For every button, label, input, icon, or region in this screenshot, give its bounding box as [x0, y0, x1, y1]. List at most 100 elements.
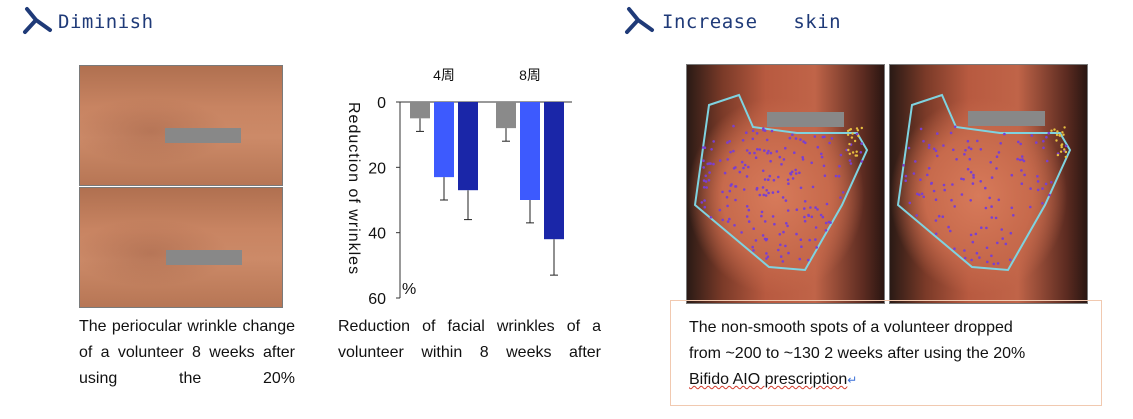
spot-dot	[824, 221, 828, 225]
spot-dot	[936, 132, 939, 135]
spot-dot	[700, 201, 704, 204]
spot-dot	[828, 141, 831, 145]
spot-dot	[756, 148, 759, 151]
spot-dot	[1042, 139, 1045, 143]
spot-overlay-after	[896, 93, 1072, 272]
spot-dot	[855, 127, 859, 130]
spot-dot	[967, 146, 971, 149]
spot-dot	[850, 136, 854, 139]
spot-dot	[779, 243, 782, 247]
spot-dot	[969, 147, 973, 151]
spot-dot	[773, 222, 776, 226]
spot-dot	[751, 137, 755, 141]
spot-dot	[769, 151, 773, 155]
spot-dot	[807, 213, 810, 217]
spot-dot	[856, 129, 860, 132]
spot-dot	[706, 162, 709, 166]
spot-dot	[979, 148, 983, 151]
spot-dot	[780, 163, 783, 166]
spot-dot	[803, 215, 806, 219]
spot-dot	[1064, 144, 1068, 148]
spot-dot	[980, 226, 983, 229]
spot-dot	[1020, 155, 1024, 158]
spot-dot	[984, 206, 988, 210]
y-shape-logo-icon	[23, 7, 52, 34]
spot-dot	[763, 178, 767, 181]
spot-dot	[936, 154, 939, 158]
spot-dot	[810, 215, 814, 219]
spot-dot	[971, 182, 975, 185]
spot-dot	[837, 174, 841, 178]
spot-dot	[1048, 193, 1051, 197]
spot-dot	[934, 219, 938, 222]
chart-caption: Reduction of facial wrinkles of a volunt…	[338, 318, 601, 361]
spot-dot	[952, 148, 955, 152]
spot-dot	[745, 149, 749, 152]
spot-dot	[848, 152, 851, 155]
spot-dot	[1059, 150, 1063, 153]
bar	[520, 102, 540, 200]
spot-dot	[934, 232, 938, 236]
spot-dot	[787, 182, 790, 185]
spot-dot	[920, 192, 924, 196]
caption-line-3: Bifido AIO prescription↵	[689, 367, 1083, 393]
spot-dot	[782, 158, 786, 161]
spot-dot	[721, 190, 724, 194]
spot-dot	[747, 220, 751, 223]
spot-dot	[771, 191, 775, 194]
spot-dot	[793, 151, 796, 154]
spot-dot	[966, 167, 970, 171]
spot-dot	[926, 173, 929, 177]
spot-dot	[1018, 158, 1022, 162]
spot-dot	[937, 214, 941, 218]
spot-dot	[765, 252, 768, 255]
spot-dot	[951, 183, 954, 186]
spot-dot	[838, 164, 841, 168]
spot-dot	[1053, 128, 1056, 131]
spot-dot	[857, 134, 860, 138]
spot-dot	[718, 159, 722, 162]
spot-dot	[846, 133, 850, 136]
spot-dot	[1061, 131, 1064, 134]
spot-dot	[761, 234, 765, 237]
spot-dot	[927, 146, 931, 149]
spot-dot	[761, 186, 765, 189]
spot-dot	[798, 257, 802, 261]
spot-dot	[985, 226, 988, 230]
spot-dot	[726, 220, 730, 223]
spot-dot	[999, 142, 1002, 145]
spot-dot	[960, 193, 964, 196]
spot-dot	[712, 162, 715, 166]
spot-dot	[914, 160, 917, 163]
spot-dot	[919, 178, 922, 181]
redaction-bar	[767, 112, 844, 127]
spot-dot	[907, 146, 911, 150]
spot-dot	[1016, 157, 1019, 161]
spot-dot	[1036, 188, 1040, 192]
spot-dot	[968, 157, 972, 161]
spot-dot	[1019, 142, 1022, 146]
spot-dot	[1029, 187, 1032, 190]
return-mark-icon: ↵	[847, 373, 858, 387]
spot-dot	[787, 251, 790, 255]
spot-dot	[728, 140, 731, 143]
spot-dot	[794, 168, 797, 172]
spot-dot	[754, 156, 758, 159]
spot-dot	[791, 177, 795, 180]
spot-dot	[1004, 242, 1008, 246]
spot-dot	[943, 188, 946, 192]
spot-dot	[726, 158, 729, 161]
spot-dot	[960, 177, 963, 181]
spot-dot	[742, 166, 745, 170]
spot-dot	[992, 262, 996, 266]
spot-dot	[745, 175, 749, 178]
spot-dot	[1045, 159, 1049, 163]
spot-dot	[779, 255, 783, 258]
spot-dot	[777, 248, 780, 252]
spot-dot	[922, 195, 925, 199]
spot-dot	[851, 151, 855, 154]
spot-dot	[732, 124, 735, 128]
spot-dot	[972, 176, 975, 179]
spot-dot	[721, 218, 724, 222]
unit-label: %	[402, 281, 416, 298]
